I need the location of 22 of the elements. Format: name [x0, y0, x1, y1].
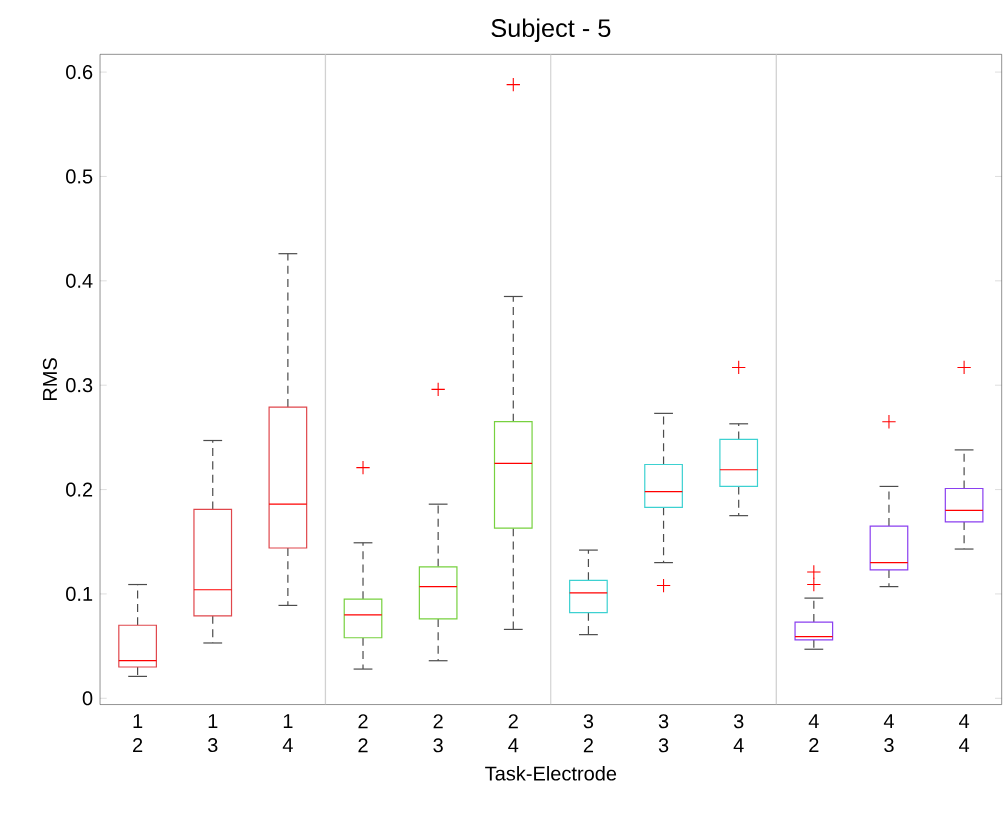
- y-tick-label: 0.6: [66, 65, 93, 80]
- x-axis-title: Task-Electrode: [485, 766, 617, 781]
- y-tick-label: 0.1: [66, 587, 93, 602]
- x-tick-label: 2 2: [358, 714, 368, 753]
- x-tick-label: 3 3: [658, 714, 669, 753]
- x-tick-label: 1 4: [282, 714, 293, 753]
- x-tick-label: 2 3: [433, 714, 443, 753]
- chart-title: Subject - 5: [491, 18, 611, 43]
- x-tick-label: 2 4: [508, 714, 519, 753]
- y-tick-label: 0.2: [66, 482, 93, 497]
- x-tick-label: 4 2: [808, 714, 819, 753]
- x-tick-label: 4 3: [883, 714, 894, 753]
- x-tick-label: 3 2: [583, 714, 594, 753]
- y-tick-label: 0.3: [66, 378, 93, 393]
- y-tick-label: 0.4: [66, 273, 93, 289]
- x-tick-label: 3 4: [733, 714, 744, 753]
- x-tick-label: 1 2: [133, 714, 143, 753]
- y-tick-label: 0: [82, 691, 93, 706]
- y-axis-title: RMS: [42, 358, 58, 401]
- x-tick-label: 4 4: [959, 714, 970, 753]
- x-tick-label: 1 3: [207, 714, 218, 753]
- y-tick-label: 0.5: [66, 169, 93, 184]
